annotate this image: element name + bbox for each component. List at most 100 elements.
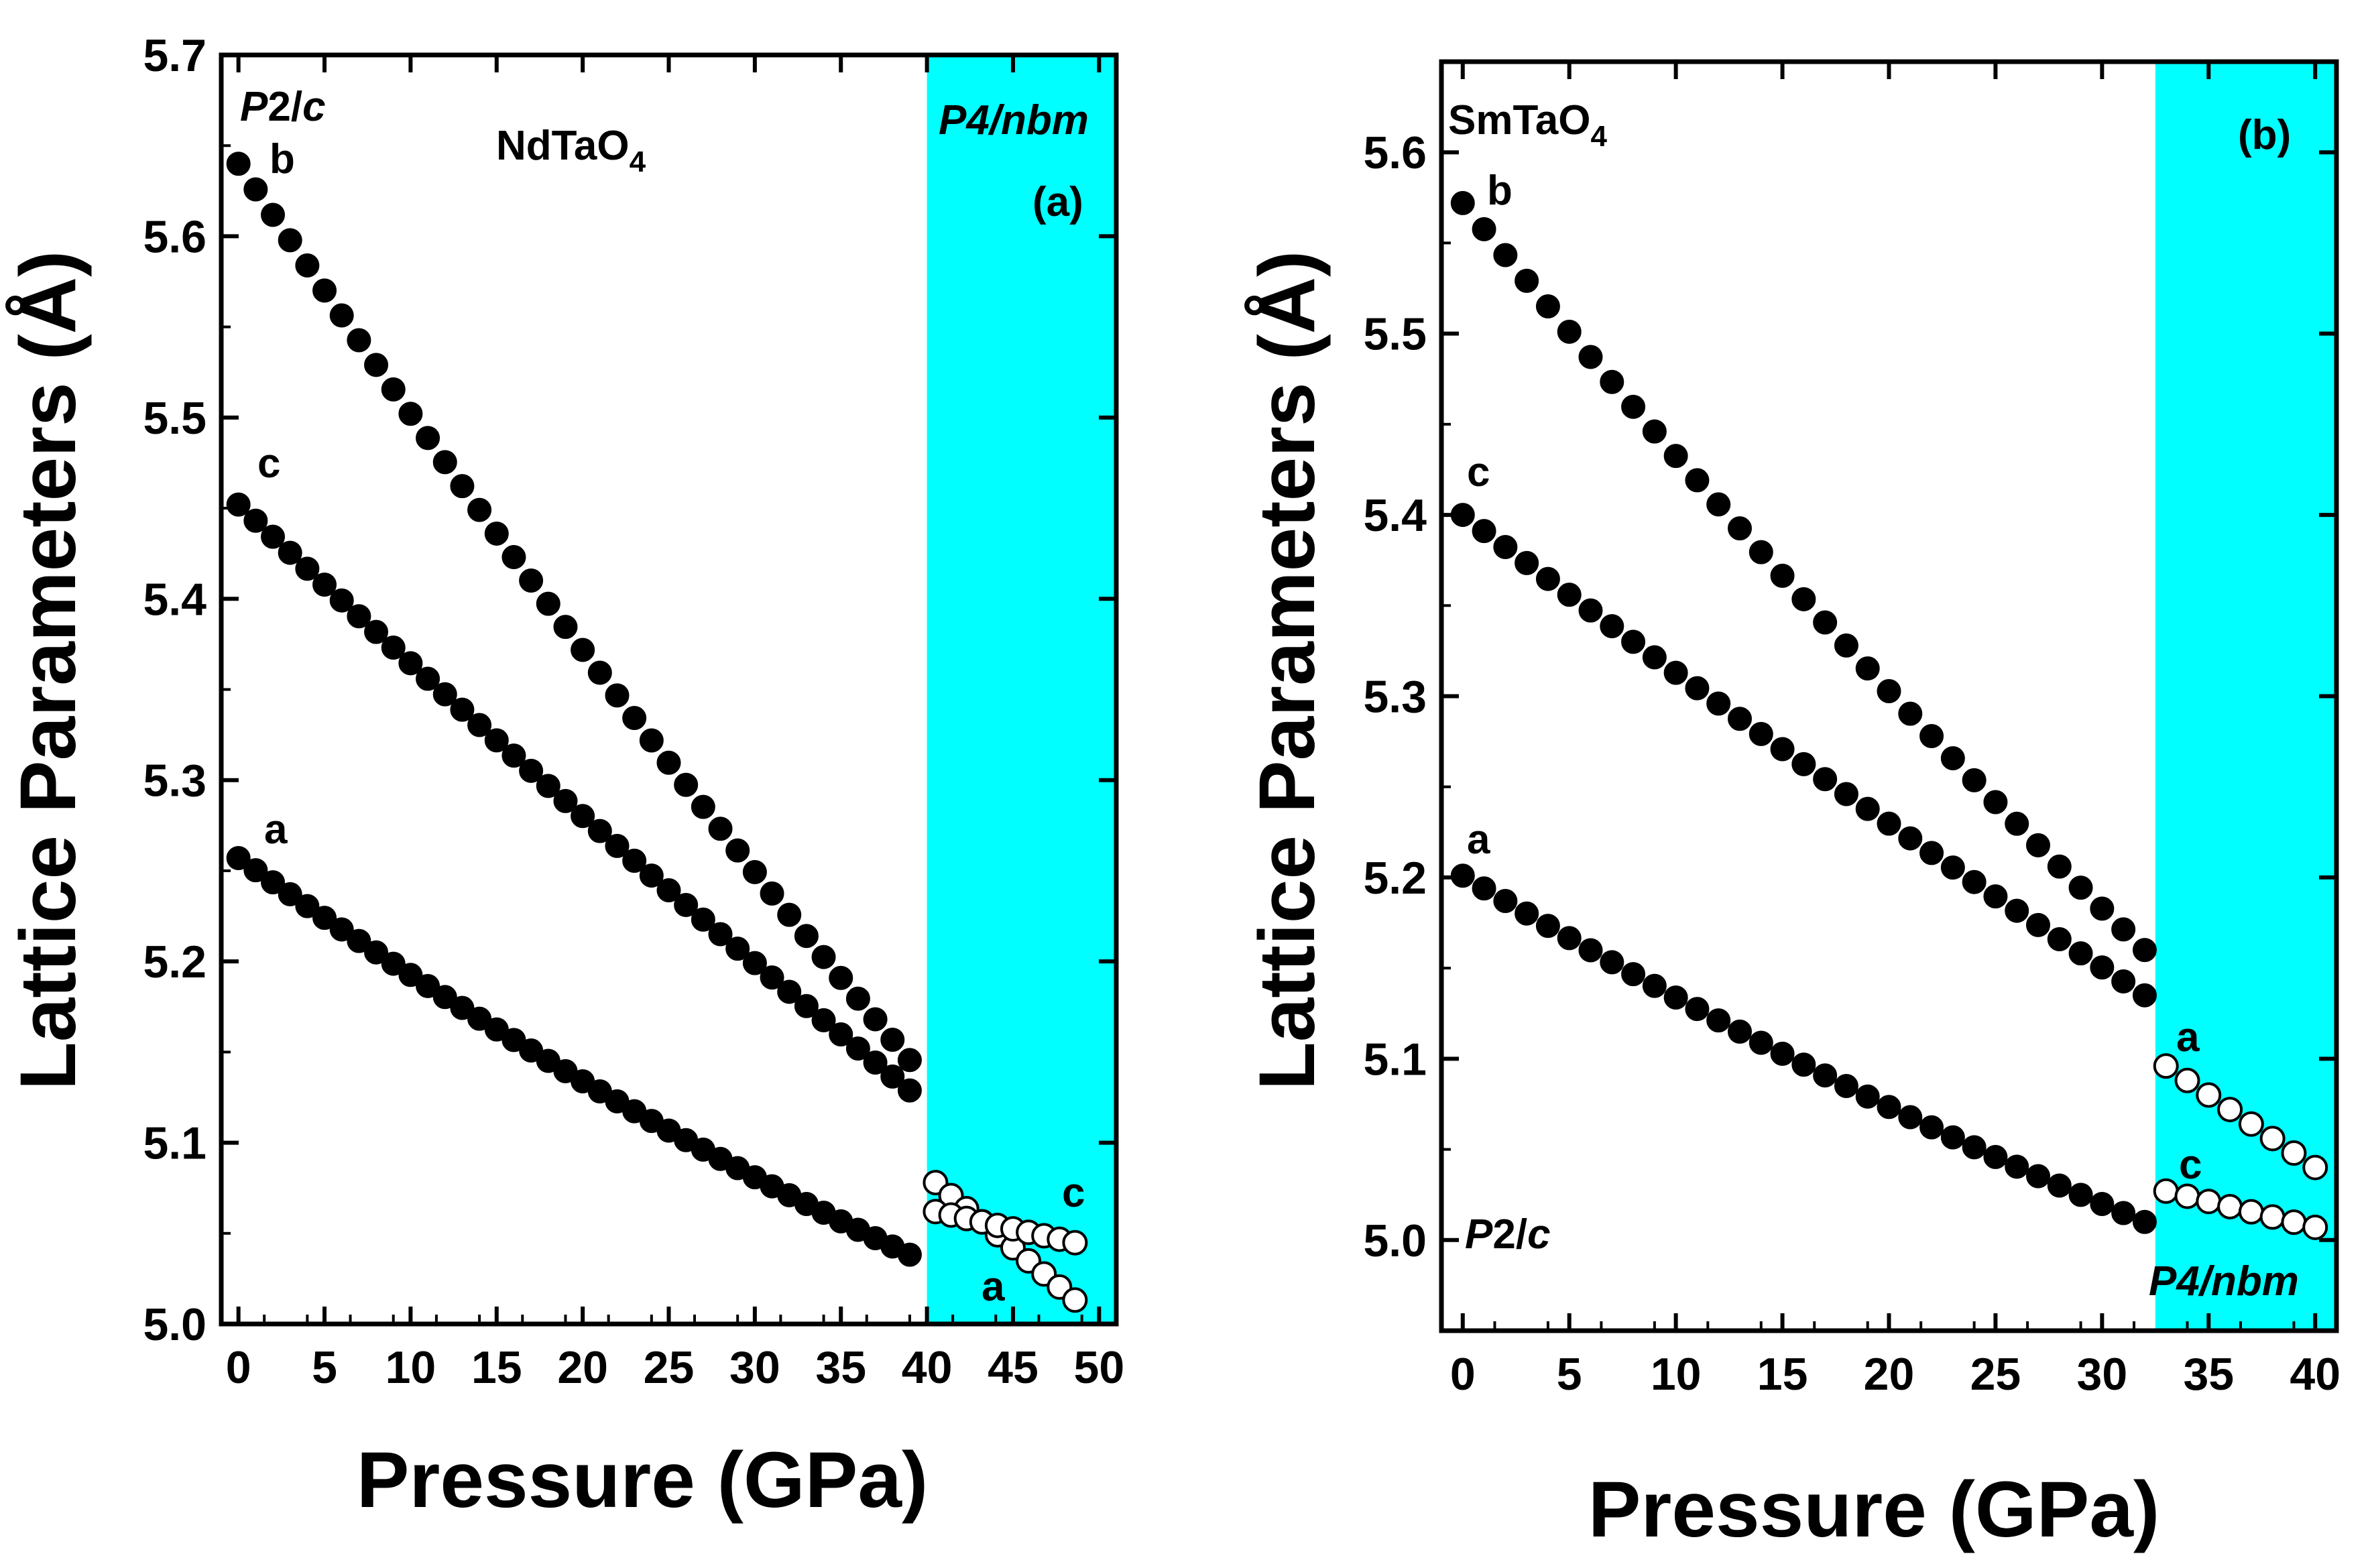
compound-title-base: NdTaO: [496, 123, 630, 169]
y-axis-title: Lattice Parameters (Å): [1243, 251, 1331, 1091]
data-point-b-p2c: [622, 706, 647, 731]
data-point-c-p2c: [2132, 983, 2157, 1008]
data-point-c-p2c: [1685, 676, 1710, 701]
data-point-b-p2c: [1919, 723, 1944, 748]
data-point-c-p2c: [1919, 841, 1944, 865]
data-point-c-p2c: [829, 1022, 853, 1047]
x-tick-label: 40: [902, 1342, 953, 1393]
data-point-c-p2c: [381, 636, 406, 660]
data-point-b-p2c: [1493, 243, 1518, 267]
series-label-a: a: [1467, 817, 1490, 863]
data-point-c-p2c: [1813, 767, 1838, 792]
data-point-c-p2c: [880, 1064, 905, 1089]
data-point-c-p4nbm: [2302, 1214, 2328, 1240]
data-point-a-p4nbm: [2153, 1053, 2179, 1079]
data-point-b-p2c: [2026, 833, 2050, 857]
series-label-b: b: [270, 136, 295, 182]
data-point-c-p2c: [777, 979, 802, 1004]
data-point-a-p2c: [312, 906, 337, 930]
data-point-a-p2c: [2090, 1192, 2115, 1217]
data-point-c-p2c: [1472, 519, 1496, 544]
data-point-b-p2c: [656, 750, 681, 775]
data-point-c-p2c: [278, 540, 302, 565]
data-point-b-p2c: [1600, 369, 1624, 394]
data-point-c-p4nbm: [2153, 1178, 2179, 1204]
data-point-b-p2c: [897, 1048, 922, 1073]
data-point-c-p2c: [1898, 826, 1923, 851]
data-point-a-p2c: [398, 963, 423, 987]
axis-ticks: 0 5 10 15 20 25 30 35 40 5.0 5.1 5.2 5.3 5.4 5.5 5.6: [1363, 62, 2341, 1400]
data-point-c-p4nbm: [2174, 1183, 2200, 1209]
data-point-b-p2c: [725, 838, 750, 863]
data-point-a-p2c: [1706, 1008, 1731, 1033]
data-point-b-p2c: [1515, 268, 1539, 293]
data-point-a-p2c: [1728, 1019, 1752, 1044]
data-point-c-p2c: [845, 1036, 870, 1061]
data-point-a-p2c: [2111, 1201, 2136, 1225]
data-point-b-p2c: [1749, 540, 1773, 564]
data-point-c-p2c: [484, 728, 509, 753]
data-point-b-p2c: [605, 683, 630, 708]
data-point-b-p2c: [295, 253, 320, 278]
data-point-b-p2c: [226, 152, 251, 176]
data-point-a-p2c: [1578, 938, 1603, 963]
x-tick-label: 25: [644, 1342, 695, 1393]
data-point-b-p2c: [845, 986, 870, 1011]
data-point-b-p2c: [674, 772, 699, 797]
data-point-a-p2c: [1621, 962, 1646, 987]
data-point-c-p2c: [811, 1008, 836, 1032]
data-point-b-p2c: [1877, 678, 1901, 703]
data-point-c-p2c: [674, 892, 699, 917]
data-point-c-p4nbm: [2238, 1199, 2264, 1225]
x-tick-label: 10: [1651, 1349, 1702, 1400]
data-point-c-p2c: [1663, 660, 1688, 685]
data-point-a-p2c: [1919, 1115, 1944, 1140]
data-point-c-p2c: [1983, 884, 2008, 909]
data-point-a-p2c: [1450, 863, 1475, 888]
data-point-b-p2c: [1685, 468, 1710, 493]
data-point-b-p2c: [312, 278, 337, 303]
series-label-c: c: [1467, 449, 1490, 495]
series-label-c-high: c: [2179, 1142, 2202, 1188]
y-tick-label: 5.4: [143, 574, 206, 625]
data-point-a-p2c: [1898, 1105, 1923, 1130]
data-point-a-p2c: [278, 882, 302, 906]
data-point-b-p2c: [2132, 938, 2157, 963]
data-point-c-p2c: [2068, 941, 2093, 966]
data-point-c-p2c: [1940, 855, 1965, 880]
data-point-a-p2c: [226, 845, 251, 870]
data-point-c-p2c: [2026, 912, 2050, 937]
series-label-a-high: a: [982, 1264, 1005, 1310]
x-tick-label: 20: [557, 1342, 608, 1393]
compound-title-base: SmTaO: [1448, 97, 1590, 143]
data-point-b-p2c: [811, 945, 836, 969]
data-point-c-p2c: [1749, 721, 1773, 746]
data-point-c-p2c: [1515, 550, 1539, 575]
data-point-c-p4nbm: [2196, 1189, 2222, 1215]
data-point-b-p2c: [329, 303, 354, 328]
y-tick-label: 5.0: [143, 1299, 206, 1350]
data-point-a-p2c: [1962, 1135, 1987, 1160]
data-point-b-p2c: [708, 817, 733, 841]
y-tick-label: 5.2: [143, 937, 206, 987]
data-point-a-p2c: [1983, 1144, 2008, 1169]
data-point-a-p2c: [243, 858, 268, 883]
data-points: [226, 152, 1088, 1313]
data-point-a-p4nbm: [2196, 1082, 2222, 1108]
phase-region-p4nbm: [927, 55, 1116, 1324]
data-point-b-p2c: [243, 177, 268, 202]
data-point-a-p2c: [1493, 889, 1518, 914]
data-point-a-p2c: [1749, 1030, 1773, 1055]
data-point-b-p2c: [1642, 419, 1667, 444]
data-point-c-p2c: [1535, 566, 1560, 591]
axis-ticks: 0 5 10 15 20 25 30 35 40 45 50 5.0 5.1 5.2 5.3 5.4 5.5 5.…: [143, 30, 1124, 1393]
data-point-b-p2c: [1535, 294, 1560, 318]
y-tick-label: 5.6: [143, 211, 206, 262]
data-point-c-p2c: [261, 524, 286, 549]
data-point-c-p2c: [742, 951, 767, 975]
data-point-b-p2c: [1791, 587, 1816, 611]
data-point-c-p2c: [243, 508, 268, 533]
y-tick-label: 5.1: [1363, 1034, 1427, 1085]
data-point-a-p2c: [295, 894, 320, 918]
data-point-b-p2c: [398, 402, 423, 426]
